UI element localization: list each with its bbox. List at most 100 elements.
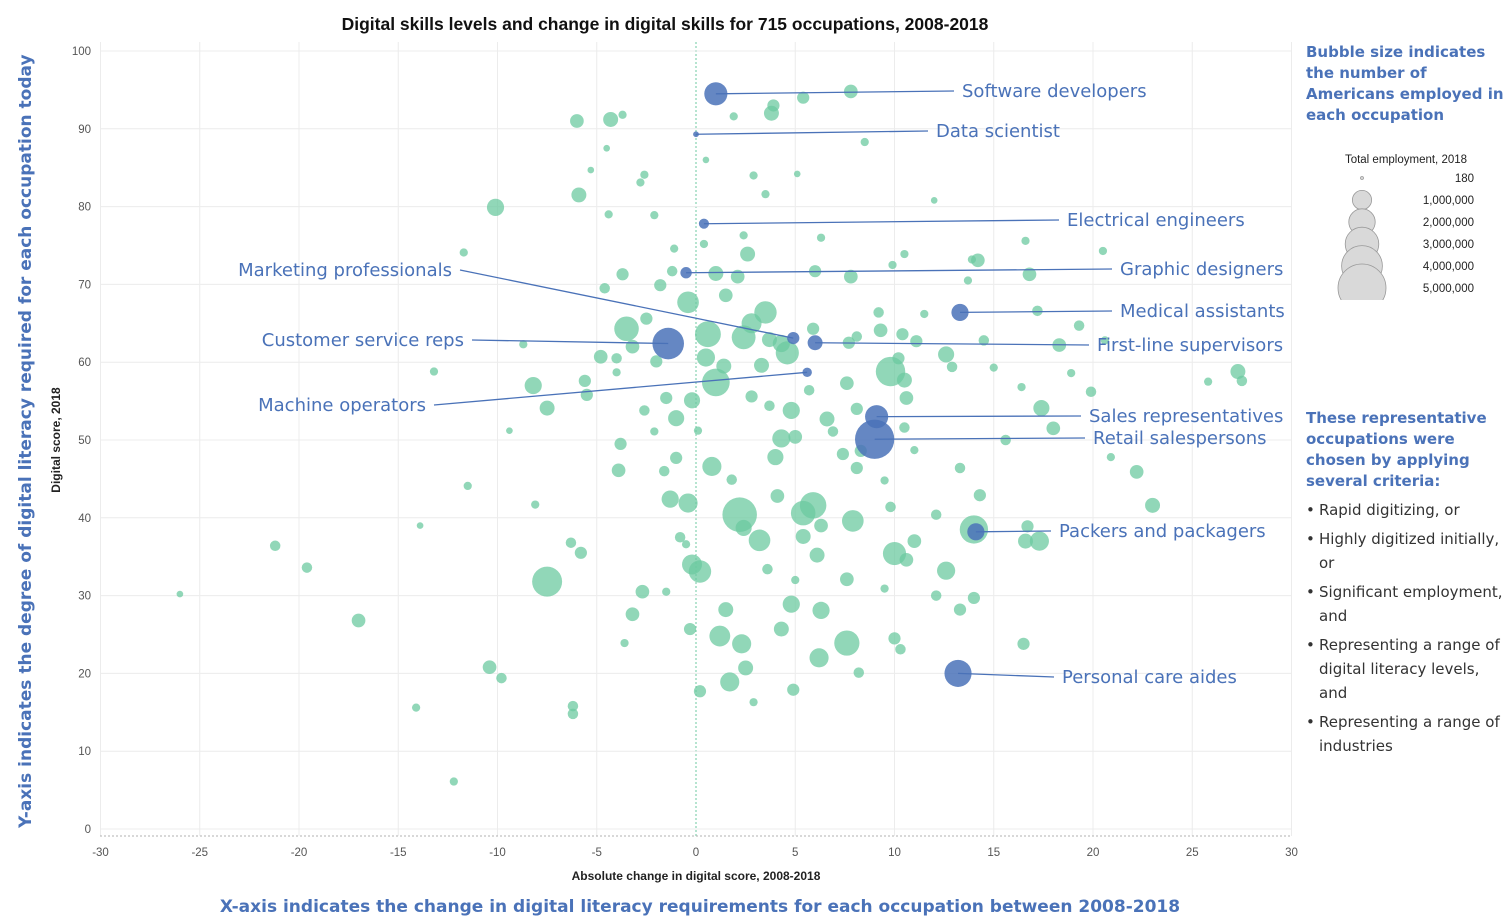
data-point	[930, 197, 938, 204]
data-point	[614, 316, 639, 342]
data-point	[636, 178, 645, 187]
data-point	[841, 510, 864, 532]
data-point	[650, 355, 663, 368]
data-point	[718, 602, 734, 618]
data-point	[873, 323, 888, 338]
data-point	[735, 519, 752, 536]
data-point	[666, 265, 678, 277]
data-point	[740, 246, 756, 262]
data-point	[702, 456, 722, 477]
x-tick-label: 0	[693, 847, 699, 859]
data-point	[788, 430, 803, 444]
data-point	[531, 500, 540, 509]
occupation-label: Data scientist	[936, 121, 1060, 142]
y-axis-explainer: Y-axis indicates the degree of digital l…	[16, 54, 36, 828]
criteria-item: Significant employment, and	[1306, 580, 1506, 628]
y-tick-label: 20	[78, 668, 91, 680]
leader-line	[686, 268, 1113, 274]
size-legend: Total employment, 2018 180 1,000,000 2,000…	[1337, 154, 1474, 300]
data-point	[1000, 434, 1011, 446]
data-point	[519, 340, 528, 349]
data-point	[416, 522, 424, 529]
data-point	[486, 198, 505, 216]
y-tick-label: 30	[78, 591, 91, 603]
occupation-label: Customer service reps	[262, 330, 464, 351]
data-point	[748, 529, 771, 552]
data-point	[574, 546, 587, 559]
data-point	[850, 461, 863, 475]
data-point	[791, 575, 800, 585]
data-point	[599, 283, 610, 294]
size-legend-bubble	[1337, 263, 1387, 300]
data-point	[660, 391, 673, 405]
size-legend-label: 5,000,000	[1423, 283, 1474, 295]
criteria-item: Representing a range of digital literacy…	[1306, 633, 1506, 705]
size-legend-bubble	[1360, 176, 1364, 180]
data-point	[763, 105, 779, 121]
data-point	[773, 621, 789, 637]
occupation-label: Marketing professionals	[238, 260, 452, 281]
data-point	[625, 339, 640, 354]
data-point	[1236, 375, 1248, 387]
occupation-label: Packers and packagers	[1059, 521, 1266, 542]
data-point	[650, 211, 659, 220]
leader-line	[715, 90, 955, 95]
data-point	[674, 532, 686, 543]
y-tick-label: 80	[78, 202, 91, 214]
occupation-label: Graphic designers	[1120, 259, 1283, 280]
annotation-labels: Software developers Data scientist Electri…	[238, 81, 1285, 688]
highlight-point	[652, 327, 685, 360]
data-point	[693, 426, 703, 435]
data-point	[696, 348, 716, 367]
x-tick-label: -30	[92, 847, 109, 859]
data-point	[896, 372, 912, 388]
data-point	[888, 260, 897, 270]
data-point	[885, 501, 896, 513]
x-tick-label: -5	[592, 847, 602, 859]
data-point	[749, 698, 758, 707]
data-point	[593, 349, 608, 364]
data-point	[809, 648, 829, 668]
y-tick-label: 40	[78, 513, 91, 525]
data-point	[827, 426, 839, 437]
size-legend-bubble	[1352, 190, 1373, 211]
criteria-item: Highly digitized initially, or	[1306, 527, 1506, 575]
y-tick-label: 50	[78, 435, 91, 447]
highlight-point	[802, 367, 812, 378]
y-axis-title: Digital score, 2018	[49, 387, 63, 493]
data-point	[741, 313, 762, 334]
occupation-label: Software developers	[962, 81, 1147, 102]
data-point	[1029, 531, 1049, 551]
occupation-label: Machine operators	[258, 395, 426, 416]
x-axis-explainer: X-axis indicates the change in digital l…	[219, 897, 1181, 917]
data-point	[795, 528, 811, 544]
data-point	[603, 111, 619, 127]
data-point	[587, 166, 595, 174]
data-point	[930, 590, 942, 601]
grid-lines	[100, 42, 1292, 836]
data-point	[603, 144, 610, 152]
data-point	[816, 233, 826, 242]
data-point	[782, 401, 800, 420]
bubble-size-note: Bubble size indicates the number of Amer…	[1306, 43, 1504, 124]
data-point	[1100, 336, 1110, 345]
data-point	[896, 328, 909, 341]
data-point	[506, 427, 513, 434]
data-point	[677, 291, 699, 314]
data-point	[1106, 452, 1115, 462]
data-point	[819, 411, 835, 427]
y-tick-label: 70	[78, 279, 91, 291]
criteria-panel: These representative occupations were ch…	[1306, 408, 1506, 763]
data-point	[1098, 246, 1108, 256]
y-tick-label: 100	[72, 46, 91, 58]
data-point	[351, 613, 366, 628]
data-point	[611, 353, 622, 364]
data-point	[524, 376, 542, 395]
leader-line	[815, 342, 1090, 346]
data-point	[1032, 305, 1043, 317]
data-point	[612, 368, 621, 377]
data-point	[797, 91, 810, 104]
data-point	[803, 384, 815, 396]
data-point	[429, 367, 439, 376]
